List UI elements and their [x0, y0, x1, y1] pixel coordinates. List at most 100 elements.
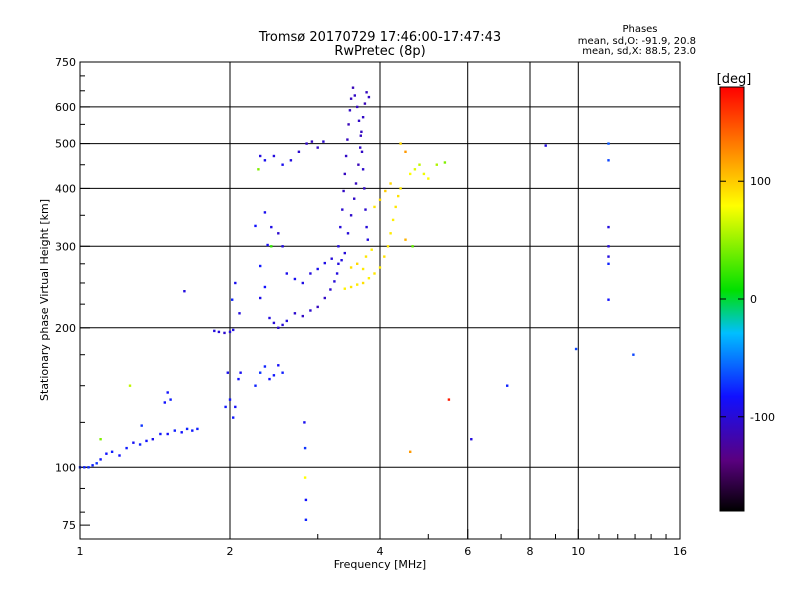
echo-point: [607, 159, 610, 162]
echo-point: [304, 498, 308, 502]
phase-stats-x: mean, sd,X: 88.5, 23.0: [582, 46, 696, 57]
echo-point: [277, 326, 280, 329]
echo-point: [360, 150, 364, 153]
y-tick-label: 500: [55, 138, 76, 151]
echo-point: [110, 450, 114, 453]
echo-point: [281, 371, 284, 374]
echo-point: [329, 288, 332, 291]
echo-point: [349, 214, 353, 217]
echo-point: [343, 287, 346, 290]
echo-point: [180, 431, 183, 434]
y-tick-label: 400: [55, 182, 76, 195]
echo-point: [607, 298, 610, 301]
echo-point: [413, 168, 417, 171]
echo-point: [391, 218, 395, 222]
echo-point: [145, 439, 148, 443]
echo-point: [304, 518, 308, 521]
echo-point: [361, 267, 365, 271]
echo-point: [346, 138, 349, 141]
echo-point: [166, 391, 169, 394]
echo-point: [409, 450, 412, 453]
data-points: [78, 86, 635, 521]
echo-point: [128, 384, 132, 387]
echo-point: [404, 150, 407, 153]
echo-point: [323, 261, 326, 265]
echo-point: [363, 187, 366, 190]
echo-point: [356, 262, 359, 265]
echo-point: [173, 429, 176, 432]
echo-point: [263, 285, 267, 289]
echo-point: [337, 245, 340, 248]
echo-point: [343, 172, 346, 176]
echo-point: [322, 140, 325, 143]
y-tick-label: 75: [62, 519, 76, 532]
echo-point: [259, 154, 262, 158]
echo-point: [574, 347, 578, 351]
echo-point: [359, 146, 362, 149]
echo-point: [399, 187, 402, 190]
plot-frame: [79, 61, 681, 540]
echo-point: [183, 290, 186, 293]
echo-point: [357, 119, 361, 122]
echo-point: [268, 316, 271, 320]
echo-point: [272, 154, 276, 158]
x-axis-label: Frequency [MHz]: [334, 558, 426, 571]
echo-point: [349, 285, 353, 289]
echo-point: [435, 163, 438, 166]
echo-point: [281, 323, 284, 327]
echo-point: [254, 224, 257, 228]
echo-point: [399, 142, 402, 145]
echo-point: [389, 182, 392, 185]
echo-point: [607, 225, 610, 229]
echo-point: [213, 329, 216, 333]
y-tick-label: 600: [55, 101, 76, 114]
echo-point: [361, 168, 365, 171]
echo-point: [344, 154, 348, 158]
echo-point: [228, 330, 232, 334]
echo-point: [224, 405, 227, 409]
echo-point: [257, 168, 260, 171]
echo-point: [343, 251, 346, 255]
echo-point: [544, 144, 547, 147]
echo-point: [349, 266, 353, 269]
x-tick-label: 4: [377, 545, 384, 558]
echo-point: [232, 416, 235, 419]
echo-point: [347, 123, 350, 126]
chart-title: Tromsø 20170729 17:46:00-17:47:43: [258, 30, 501, 45]
echo-point: [373, 205, 376, 209]
echo-point: [349, 97, 353, 100]
echo-point: [356, 105, 359, 109]
echo-point: [409, 172, 412, 176]
echo-point: [363, 102, 367, 105]
echo-point: [359, 134, 362, 137]
echo-point: [303, 476, 307, 479]
tick-layer: 1 2 4 6 8 10 16 75 100 200 300 400 500 600 750: [55, 56, 687, 558]
echo-point: [254, 384, 257, 387]
echo-point: [365, 91, 368, 94]
echo-point: [607, 245, 610, 248]
echo-point: [607, 262, 610, 265]
echo-point: [333, 280, 336, 283]
echo-point: [404, 238, 407, 241]
echo-point: [364, 255, 368, 258]
echo-point: [339, 225, 342, 229]
echo-point: [289, 159, 293, 162]
y-tick-label: 200: [55, 322, 76, 335]
echo-point: [341, 208, 344, 211]
echo-point: [360, 130, 363, 133]
echo-point: [632, 353, 635, 356]
echo-point: [151, 438, 154, 441]
echo-point: [301, 281, 304, 285]
echo-point: [285, 272, 288, 275]
colorbar-tick-label: -100: [750, 411, 775, 424]
echo-point: [356, 283, 359, 286]
echo-point: [303, 421, 306, 424]
echo-point: [196, 427, 199, 431]
echo-point: [378, 198, 382, 201]
echo-point: [232, 328, 235, 332]
echo-point: [378, 266, 382, 269]
echo-point: [99, 458, 102, 461]
echo-point: [125, 446, 128, 450]
echo-point: [394, 205, 397, 209]
echo-point: [309, 309, 312, 312]
